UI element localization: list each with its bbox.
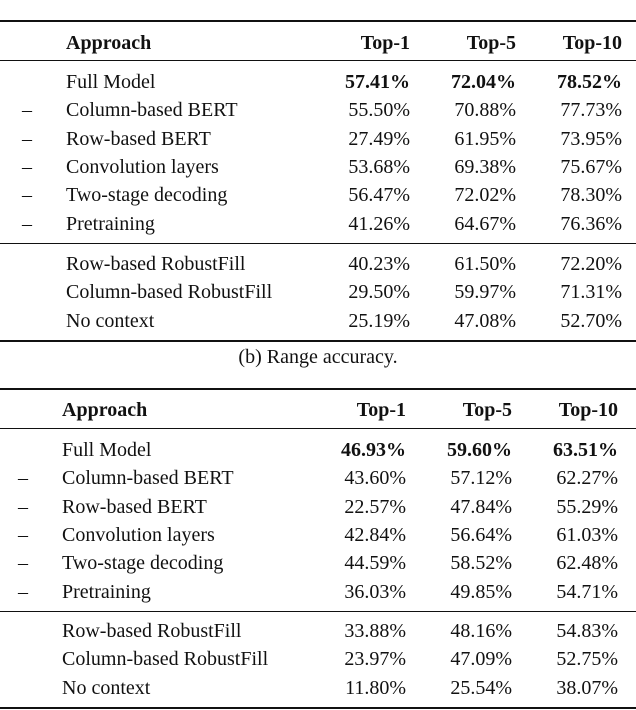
value-cell: 59.97% — [454, 281, 516, 304]
value-cell: 54.83% — [556, 620, 618, 642]
value-cell: 55.50% — [348, 99, 410, 122]
value-cell: 63.51% — [553, 439, 618, 461]
value-cell: 38.07% — [556, 676, 618, 699]
value-cell: 11.80% — [345, 676, 406, 699]
value-cell: 57.12% — [450, 467, 512, 490]
approach-cell: Column-based BERT — [62, 467, 234, 490]
value-cell: 75.67% — [560, 155, 622, 178]
header-rule — [0, 428, 636, 429]
top-rule — [0, 388, 636, 390]
mid-rule — [0, 243, 636, 244]
value-cell: 25.54% — [450, 676, 512, 699]
value-cell: 29.50% — [348, 281, 410, 304]
value-cell: 69.38% — [454, 155, 516, 178]
value-cell: 36.03% — [344, 580, 406, 603]
approach-cell: No context — [62, 676, 151, 699]
table-caption: (b) Range accuracy. — [238, 346, 398, 368]
value-cell: 52.75% — [556, 648, 618, 671]
value-cell: 47.09% — [450, 648, 512, 671]
value-cell: 46.93% — [341, 439, 406, 461]
header-approach: Approach — [66, 32, 152, 54]
value-cell: 52.70% — [560, 309, 622, 332]
header-rule — [0, 60, 636, 61]
value-cell: 78.30% — [560, 184, 622, 207]
value-cell: 64.67% — [454, 212, 516, 235]
approach-cell: Full Model — [62, 439, 152, 461]
approach-cell: Convolution layers — [66, 155, 219, 178]
value-cell: 72.20% — [560, 253, 622, 275]
value-cell: 58.52% — [450, 552, 512, 575]
value-cell: 41.26% — [348, 212, 410, 235]
approach-cell: Two-stage decoding — [62, 552, 224, 575]
approach-cell: Full Model — [66, 71, 156, 93]
value-cell: 22.57% — [344, 495, 406, 518]
header-approach: Approach — [62, 399, 148, 421]
value-cell: 23.97% — [344, 648, 406, 671]
header-top-5: Top-5 — [462, 399, 512, 421]
approach-cell: Pretraining — [62, 580, 151, 603]
header-top-10: Top-10 — [562, 32, 622, 54]
value-cell: 49.85% — [450, 580, 512, 603]
approach-cell: Column-based BERT — [66, 99, 238, 122]
approach-cell: Row-based BERT — [66, 127, 211, 150]
header-top-1: Top-1 — [360, 32, 410, 54]
value-cell: 47.84% — [450, 495, 512, 518]
bottom-rule — [0, 340, 636, 342]
approach-cell: Row-based BERT — [62, 495, 207, 518]
approach-cell: Pretraining — [66, 212, 155, 235]
value-cell: 70.88% — [454, 99, 516, 122]
ablation-dash: – — [18, 523, 28, 546]
approach-cell: Row-based RobustFill — [66, 253, 246, 275]
value-cell: 73.95% — [560, 127, 622, 150]
ablation-dash: – — [18, 580, 28, 603]
value-cell: 48.16% — [450, 620, 512, 642]
value-cell: 40.23% — [348, 253, 410, 275]
value-cell: 61.95% — [454, 127, 516, 150]
value-cell: 54.71% — [556, 580, 618, 603]
value-cell: 57.41% — [345, 71, 410, 93]
value-cell: 61.03% — [556, 523, 618, 546]
value-cell: 78.52% — [557, 71, 622, 93]
value-cell: 42.84% — [344, 523, 406, 546]
value-cell: 62.27% — [556, 467, 618, 490]
value-cell: 25.19% — [348, 309, 410, 332]
value-cell: 56.47% — [348, 184, 410, 207]
value-cell: 44.59% — [344, 552, 406, 575]
ablation-dash: – — [22, 127, 32, 150]
value-cell: 72.02% — [454, 184, 516, 207]
approach-cell: Column-based RobustFill — [62, 648, 269, 671]
approach-cell: No context — [66, 309, 155, 332]
ablation-dash: – — [22, 155, 32, 178]
ablation-dash: – — [22, 99, 32, 122]
value-cell: 71.31% — [560, 281, 622, 304]
bottom-rule — [0, 707, 636, 709]
header-top-5: Top-5 — [466, 32, 516, 54]
approach-cell: Column-based RobustFill — [66, 281, 273, 304]
ablation-dash: – — [18, 467, 28, 490]
mid-rule — [0, 611, 636, 612]
value-cell: 53.68% — [348, 155, 410, 178]
ablation-dash: – — [22, 184, 32, 207]
value-cell: 55.29% — [556, 495, 618, 518]
ablation-dash: – — [22, 212, 32, 235]
value-cell: 62.48% — [556, 552, 618, 575]
value-cell: 27.49% — [348, 127, 410, 150]
approach-cell: Convolution layers — [62, 523, 215, 546]
value-cell: 43.60% — [344, 467, 406, 490]
header-top-1: Top-1 — [356, 399, 406, 421]
header-top-10: Top-10 — [558, 399, 618, 421]
value-cell: 33.88% — [344, 620, 406, 642]
ablation-dash: – — [18, 495, 28, 518]
value-cell: 59.60% — [447, 439, 512, 461]
ablation-dash: – — [18, 552, 28, 575]
approach-cell: Two-stage decoding — [66, 184, 228, 207]
value-cell: 56.64% — [450, 523, 512, 546]
value-cell: 72.04% — [451, 71, 516, 93]
value-cell: 76.36% — [560, 212, 622, 235]
value-cell: 61.50% — [454, 253, 516, 275]
top-rule — [0, 20, 636, 22]
value-cell: 47.08% — [454, 309, 516, 332]
approach-cell: Row-based RobustFill — [62, 620, 242, 642]
value-cell: 77.73% — [560, 99, 622, 122]
